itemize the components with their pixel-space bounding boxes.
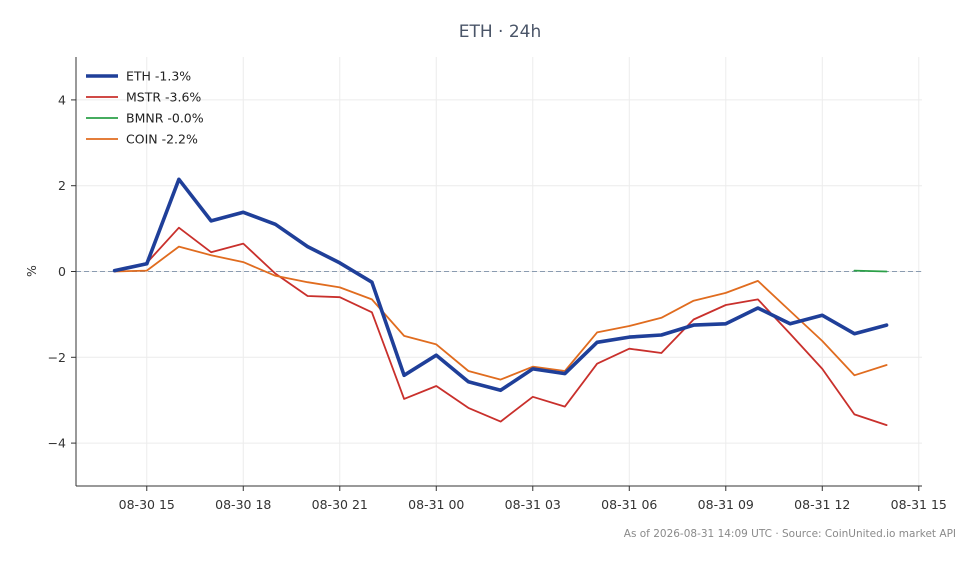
series-line-mstr: [113, 226, 888, 427]
x-tick-label: 08-31 03: [505, 497, 561, 512]
series-line-eth: [112, 177, 889, 393]
series-line-bmnr: [853, 269, 888, 273]
y-axis-label: %: [24, 265, 39, 277]
legend: ETH -1.3% MSTR -3.6% BMNR -0.0% COIN -2.2%: [86, 69, 204, 147]
legend-label-mstr: MSTR -3.6%: [126, 90, 201, 105]
axes: −4 −2 0 2 4 08-30 15 08-30 18 08-30 21 08-31 00 0…: [48, 57, 947, 512]
x-tick-label: 08-31 15: [891, 497, 947, 512]
y-tick-label: 2: [58, 178, 66, 193]
x-tick-label: 08-30 21: [312, 497, 368, 512]
series-lines: [112, 177, 889, 427]
x-tick-label: 08-31 06: [601, 497, 657, 512]
x-tick-label: 08-31 09: [698, 497, 754, 512]
legend-label-eth: ETH -1.3%: [126, 69, 191, 84]
y-tick-label: −4: [48, 436, 66, 451]
x-tick-label: 08-30 18: [215, 497, 271, 512]
x-tick-label: 08-31 00: [408, 497, 464, 512]
y-tick-label: −2: [48, 350, 66, 365]
legend-label-bmnr: BMNR -0.0%: [126, 111, 204, 126]
source-footer: As of 2026-08-31 14:09 UTC · Source: Coi…: [624, 528, 956, 540]
x-tick-label: 08-31 12: [794, 497, 850, 512]
x-tick-label: 08-30 15: [119, 497, 175, 512]
legend-label-coin: COIN -2.2%: [126, 132, 198, 147]
y-tick-label: 4: [58, 92, 66, 107]
y-tick-label: 0: [58, 264, 66, 279]
chart-title: ETH · 24h: [459, 22, 542, 42]
series-line-coin: [113, 245, 888, 381]
